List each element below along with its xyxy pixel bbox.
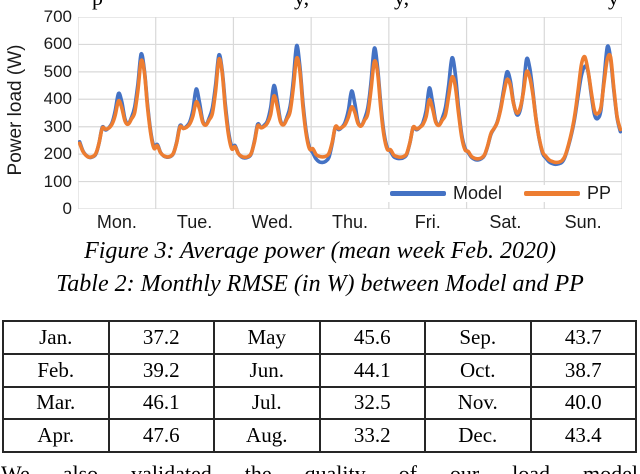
x-tick-label: Mon.: [96, 212, 137, 232]
clipped-text-fragment: y,: [394, 0, 409, 10]
table-row: Jan. 37.2 May 45.6 Sep. 43.7: [2, 320, 637, 355]
month-cell: Dec.: [424, 418, 532, 453]
y-tick-label: 400: [43, 89, 72, 109]
table-row: Feb. 39.2 Jun. 44.1 Oct. 38.7: [2, 352, 637, 388]
month-cell: Jan.: [2, 320, 110, 355]
month-cell: May: [213, 320, 321, 355]
y-tick-label: 200: [43, 144, 72, 164]
pp-legend-label: PP: [587, 183, 612, 203]
value-cell: 43.4: [529, 418, 637, 453]
value-cell: 39.2: [107, 352, 215, 388]
x-tick-label: Sun.: [564, 212, 602, 232]
y-tick-label: 100: [43, 171, 72, 191]
month-cell: Nov.: [424, 385, 532, 421]
table-row: Apr. 47.6 Aug. 33.2 Dec. 43.4: [2, 418, 637, 453]
x-tick-label: Wed.: [251, 212, 294, 232]
y-tick-label: 0: [62, 199, 72, 218]
clipped-text-fragment: y,: [294, 0, 309, 10]
clipped-text-fragment: p: [92, 0, 103, 10]
clipped-text-fragment: y: [608, 0, 619, 10]
power-load-chart: [78, 17, 622, 209]
y-tick-label: 500: [43, 61, 72, 81]
value-cell: 32.5: [318, 385, 426, 421]
model-legend-label: Model: [453, 183, 503, 203]
month-cell: Mar.: [2, 385, 110, 421]
month-cell: Oct.: [424, 352, 532, 388]
month-cell: Jul.: [213, 385, 321, 421]
y-tick-label: 700: [43, 7, 72, 26]
y-tick-label: 600: [43, 34, 72, 54]
x-tick-label: Fri.: [414, 212, 441, 232]
x-tick-label: Sat.: [489, 212, 522, 232]
value-cell: 33.2: [318, 418, 426, 453]
pp-series-line: [78, 52, 622, 165]
month-cell: Aug.: [213, 418, 321, 453]
value-cell: 40.0: [529, 385, 637, 421]
chart-legend: Model PP: [387, 183, 615, 203]
figure-caption: Figure 3: Average power (mean week Feb. …: [84, 238, 556, 264]
x-tick-label: Tue.: [176, 212, 213, 232]
month-cell: Sep.: [424, 320, 532, 355]
monthly-rmse-table: Jan. 37.2 May 45.6 Sep. 43.7 Feb. 39.2 J…: [2, 320, 637, 453]
value-cell: 46.1: [107, 385, 215, 421]
value-cell: 43.7: [529, 320, 637, 355]
table-row: Mar. 46.1 Jul. 32.5 Nov. 40.0: [2, 385, 637, 421]
y-tick-label: 300: [43, 116, 72, 136]
month-cell: Jun.: [213, 352, 321, 388]
month-cell: Apr.: [2, 418, 110, 453]
table-caption: Table 2: Monthly RMSE (in W) between Mod…: [56, 271, 584, 297]
value-cell: 45.6: [318, 320, 426, 355]
value-cell: 47.6: [107, 418, 215, 453]
value-cell: 37.2: [107, 320, 215, 355]
value-cell: 38.7: [529, 352, 637, 388]
x-tick-label: Thu.: [331, 212, 369, 232]
model-series-swatch: [390, 191, 446, 196]
clipped-paragraph-bottom: We also validated the quality of our loa…: [1, 461, 638, 474]
month-cell: Feb.: [2, 352, 110, 388]
clipped-paragraph-top: p y, y, y: [0, 0, 640, 10]
pp-series-swatch: [524, 191, 581, 196]
value-cell: 44.1: [318, 352, 426, 388]
y-axis-title: Power load (W): [5, 44, 26, 176]
